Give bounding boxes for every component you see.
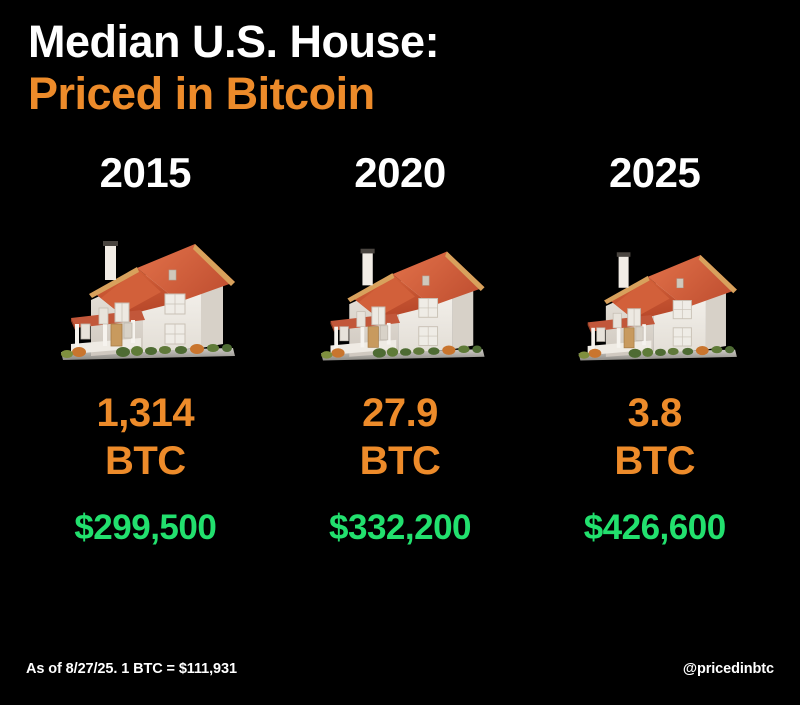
footer-handle: @pricedinbtc <box>682 661 774 677</box>
title-line-accent: Priced in Bitcoin <box>28 68 375 119</box>
comparison-columns: 2015 <box>0 150 800 548</box>
btc-amount: 3.8 <box>627 391 683 435</box>
comparison-column-2015: 2015 <box>18 150 273 548</box>
year-label: 2025 <box>608 149 701 196</box>
year-label: 2020 <box>354 149 446 196</box>
usd-price: $332,200 <box>329 508 471 547</box>
house-icon <box>564 208 746 368</box>
footer: As of 8/27/25. 1 BTC = $111,931 @pricedi… <box>0 661 800 677</box>
usd-price: $426,600 <box>583 508 726 547</box>
year-label: 2015 <box>99 149 192 196</box>
page-title: Median U.S. House: Priced in Bitcoin <box>28 16 772 120</box>
comparison-column-2025: 2025 <box>527 150 782 548</box>
house-icon <box>306 208 494 368</box>
footer-source-note: As of 8/27/25. 1 BTC = $111,931 <box>26 661 237 677</box>
btc-unit-label: BTC <box>614 439 696 483</box>
title-line-primary: Median U.S. House: <box>28 16 440 67</box>
btc-amount: 1,314 <box>96 391 195 435</box>
btc-amount: 27.9 <box>362 391 438 435</box>
usd-price: $299,500 <box>74 508 217 547</box>
house-icon <box>45 208 245 368</box>
btc-unit-label: BTC <box>359 439 441 483</box>
comparison-column-2020: 2020 <box>273 150 528 548</box>
btc-unit-label: BTC <box>104 439 186 483</box>
